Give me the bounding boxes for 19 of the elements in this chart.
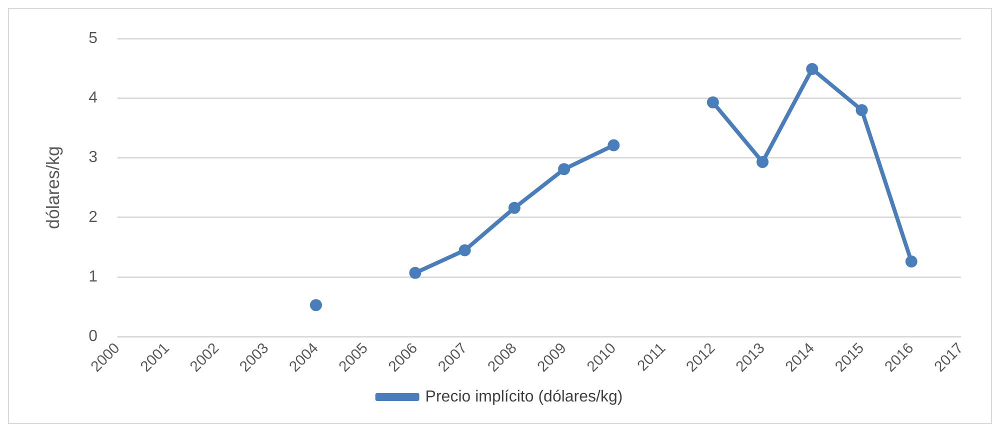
point [458,244,471,256]
legend-label: Precio implícito (dólares/kg) [425,388,623,406]
point [508,202,520,214]
y-tick-label: 5 [88,30,98,48]
point [856,104,868,116]
y-axis-title: dólares/kg [42,146,63,230]
point [806,63,818,76]
y-tick-label: 3 [88,149,98,166]
point [608,139,620,152]
point [409,266,422,279]
y-tick-label: 2 [88,208,98,226]
point [756,156,769,168]
point [558,163,570,176]
y-tick-label: 0 [88,328,98,346]
point [310,299,322,312]
y-tick-label: 4 [88,90,98,107]
y-tick-label: 1 [88,268,98,286]
point [706,96,719,108]
point [905,256,918,268]
